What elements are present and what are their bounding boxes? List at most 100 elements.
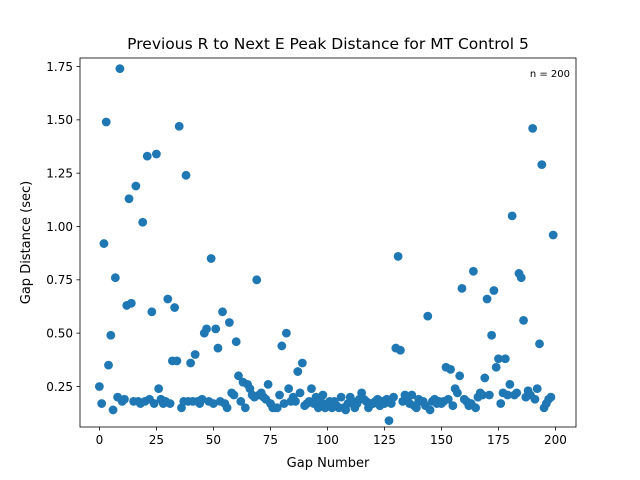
data-point-83 [284, 384, 294, 394]
data-point-171 [484, 390, 494, 400]
data-point-61 [234, 371, 243, 381]
data-point-51 [211, 324, 221, 334]
y-tick-label: 1.00 [46, 220, 73, 234]
data-point-93 [307, 384, 316, 394]
data-point-59 [229, 390, 239, 400]
data-point-173 [489, 286, 499, 295]
y-tick-label: 0.50 [46, 326, 73, 340]
data-point-19 [138, 217, 148, 227]
data-point-79 [275, 390, 284, 400]
x-axis-ticks: 0 25 50 75 100 125 150 175 200 [96, 427, 567, 447]
data-point-88 [295, 388, 305, 398]
data-point-50 [209, 399, 218, 408]
data-point-178 [500, 354, 510, 364]
x-tick-label: 75 [263, 433, 278, 447]
data-point-45 [197, 394, 207, 404]
data-point-137 [407, 390, 417, 400]
data-point-52 [213, 343, 223, 353]
data-point-176 [496, 399, 506, 408]
data-point-181 [507, 211, 517, 221]
x-tick-label: 100 [316, 433, 339, 447]
y-tick-label: 1.25 [46, 166, 73, 180]
data-point-4 [104, 360, 113, 370]
data-point-145 [425, 405, 435, 415]
data-point-131 [393, 251, 403, 261]
data-point-5 [106, 330, 116, 340]
data-point-6 [108, 405, 118, 415]
data-point-69 [252, 275, 262, 285]
data-point-180 [505, 379, 515, 389]
data-point-3 [101, 117, 111, 127]
data-point-87 [293, 367, 303, 376]
data-point-62 [236, 397, 246, 406]
data-point-24 [149, 399, 159, 408]
data-point-159 [457, 283, 467, 293]
data-point-60 [231, 337, 241, 347]
data-point-33 [170, 303, 180, 312]
x-tick-label: 25 [149, 433, 164, 447]
data-point-127 [384, 416, 394, 425]
data-point-80 [277, 341, 287, 351]
data-points [94, 64, 558, 425]
data-point-78 [272, 403, 282, 413]
data-point-74 [263, 379, 273, 389]
y-tick-label: 1.75 [46, 60, 73, 74]
data-point-40 [186, 358, 196, 368]
data-point-25 [152, 149, 161, 159]
data-point-139 [411, 403, 421, 413]
data-point-175 [494, 354, 503, 364]
data-point-21 [142, 151, 152, 161]
x-tick-label: 50 [206, 433, 221, 447]
data-point-165 [471, 403, 481, 413]
x-axis-label: Gap Number [287, 456, 370, 471]
y-tick-label: 1.50 [46, 113, 73, 127]
data-point-168 [478, 390, 487, 400]
data-point-11 [120, 394, 129, 404]
data-point-183 [512, 388, 522, 398]
plot-frame [79, 57, 577, 428]
data-point-35 [174, 121, 184, 131]
y-tick-label: 0.25 [46, 380, 73, 394]
data-point-81 [279, 399, 289, 408]
data-point-49 [206, 254, 216, 263]
data-point-169 [480, 373, 490, 383]
data-point-199 [548, 230, 558, 240]
data-point-191 [530, 394, 540, 404]
data-point-86 [291, 397, 300, 406]
data-point-193 [535, 339, 544, 349]
data-point-158 [455, 371, 465, 381]
data-point-172 [487, 330, 497, 340]
data-point-186 [519, 315, 528, 325]
data-point-14 [126, 298, 136, 308]
data-point-185 [516, 273, 526, 283]
data-point-129 [389, 392, 398, 402]
data-point-194 [537, 160, 547, 170]
data-point-82 [281, 328, 291, 338]
x-tick-label: 0 [96, 433, 104, 447]
data-point-13 [124, 194, 134, 204]
data-point-106 [336, 392, 346, 402]
data-point-64 [240, 403, 250, 413]
data-point-155 [448, 401, 458, 411]
y-axis-ticks: 0.25 0.50 0.75 1.00 1.25 1.50 1.75 [46, 60, 80, 394]
data-point-57 [224, 318, 234, 327]
y-axis-label: Gap Distance (sec) [19, 181, 34, 304]
chart-title: Previous R to Next E Peak Distance for M… [127, 35, 529, 53]
data-point-0 [94, 382, 104, 391]
data-point-1 [97, 399, 107, 408]
data-point-89 [297, 358, 307, 368]
data-point-157 [453, 388, 462, 398]
data-point-47 [202, 324, 211, 334]
x-tick-label: 150 [430, 433, 453, 447]
data-point-54 [218, 307, 227, 317]
data-point-192 [532, 384, 542, 394]
data-point-179 [503, 390, 512, 400]
x-tick-label: 125 [373, 433, 396, 447]
data-point-164 [468, 266, 478, 276]
data-point-144 [423, 311, 433, 321]
data-point-198 [546, 392, 556, 402]
data-point-2 [99, 239, 109, 248]
data-point-30 [163, 294, 173, 304]
data-point-23 [147, 307, 157, 317]
